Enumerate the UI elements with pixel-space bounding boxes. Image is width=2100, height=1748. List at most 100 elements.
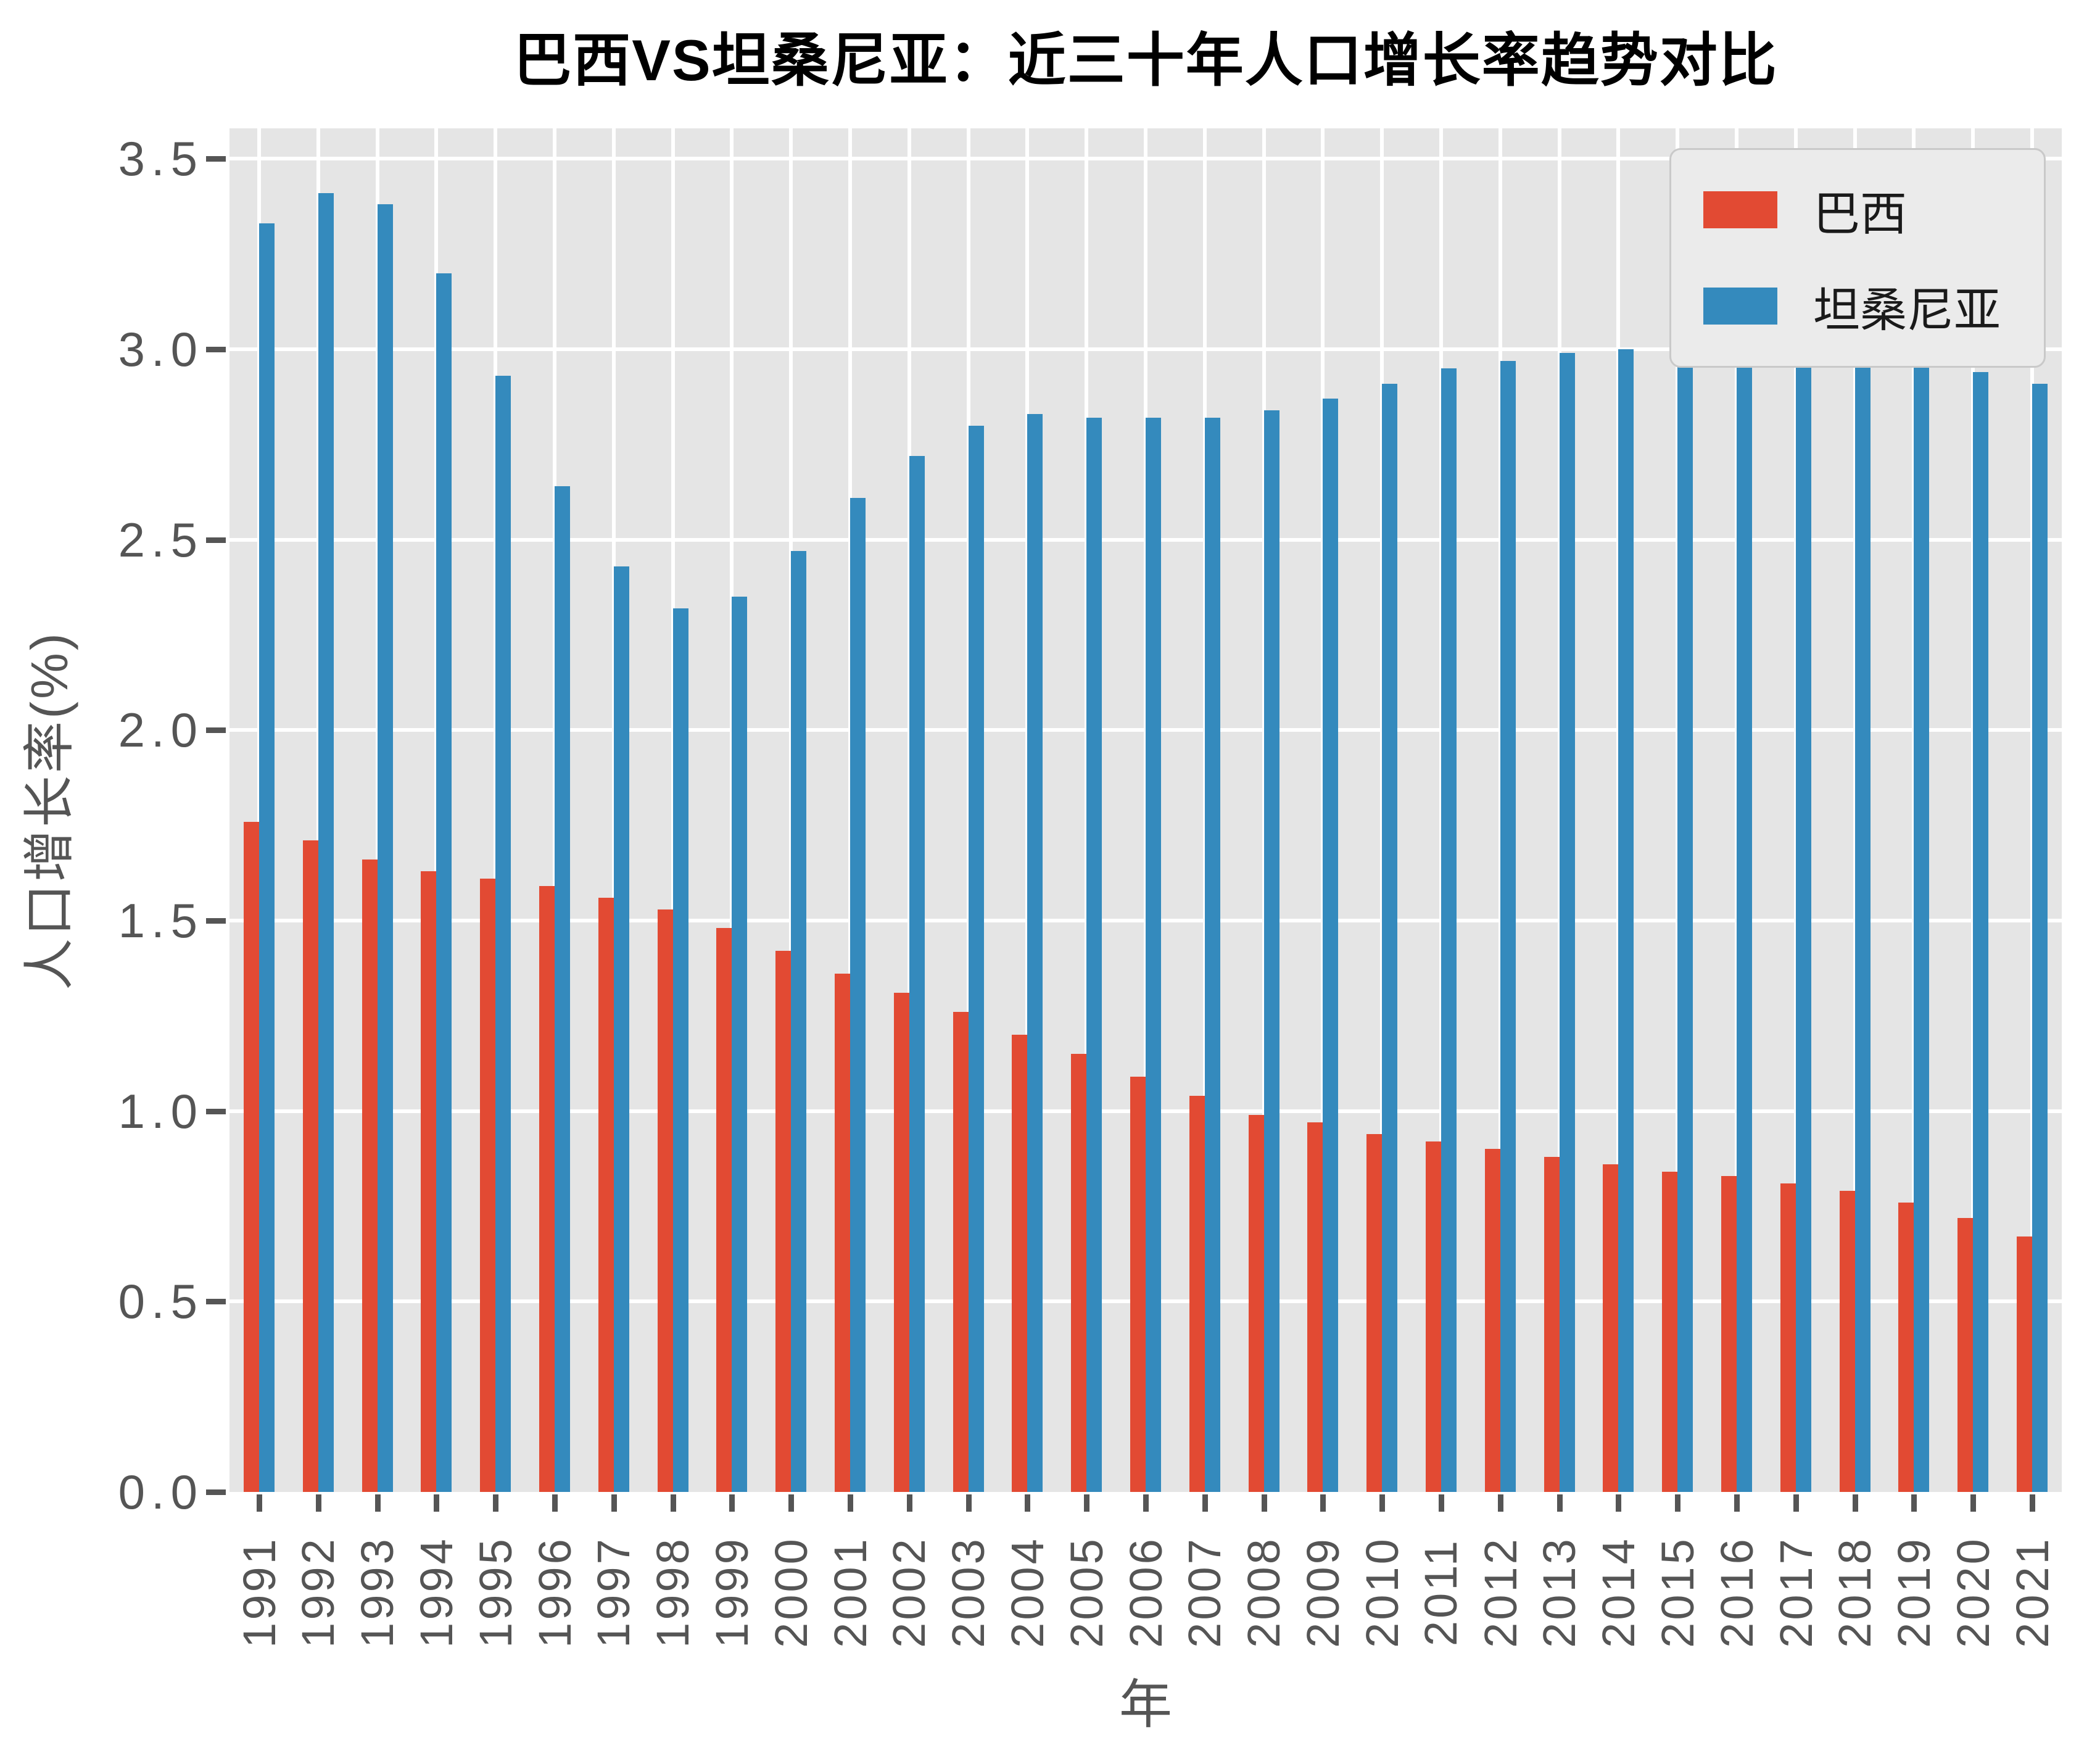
bar-brazil	[1012, 1035, 1028, 1492]
bar-tanzania	[1914, 364, 1930, 1492]
bar-brazil	[1662, 1172, 1678, 1492]
x-tick-mark	[315, 1494, 321, 1512]
bar-brazil	[1780, 1183, 1796, 1492]
y-tick-label: 1.5	[118, 893, 204, 948]
bar-tanzania	[1146, 418, 1161, 1492]
bar-brazil	[1189, 1096, 1205, 1492]
bar-brazil	[2017, 1236, 2033, 1492]
bar-tanzania	[1027, 414, 1043, 1492]
legend: 巴西 坦桑尼亚	[1669, 148, 2046, 368]
bar-brazil	[1898, 1202, 1914, 1492]
x-tick-mark	[1143, 1494, 1149, 1512]
bar-tanzania	[1677, 349, 1693, 1492]
legend-label-tanzania: 坦桑尼亚	[1813, 284, 2001, 337]
y-tick-label: 0.0	[118, 1465, 204, 1519]
bar-tanzania	[554, 486, 570, 1492]
bar-brazil	[953, 1012, 969, 1492]
bar-tanzania	[318, 193, 334, 1492]
y-tick-mark	[206, 727, 226, 734]
x-tick-mark	[2030, 1494, 2036, 1512]
bar-brazil	[1248, 1114, 1264, 1492]
x-tick-mark	[493, 1494, 499, 1512]
x-tick-mark	[1379, 1494, 1386, 1512]
x-tick-mark	[965, 1494, 972, 1512]
bar-tanzania	[1204, 418, 1220, 1492]
plot-area: 巴西 坦桑尼亚	[229, 128, 2062, 1492]
x-tick-mark	[847, 1494, 853, 1512]
x-tick-mark	[1970, 1494, 1977, 1512]
bar-tanzania	[613, 566, 629, 1492]
bar-tanzania	[2032, 383, 2048, 1492]
legend-swatch-brazil	[1703, 191, 1777, 228]
bar-brazil	[539, 886, 555, 1492]
bar-tanzania	[1500, 360, 1516, 1492]
bar-brazil	[243, 821, 259, 1492]
bar-tanzania	[1618, 349, 1634, 1492]
bar-tanzania	[1854, 357, 1871, 1492]
bar-tanzania	[1086, 418, 1102, 1492]
x-tick-mark	[611, 1494, 617, 1512]
bar-brazil	[362, 860, 378, 1492]
bar-tanzania	[1323, 399, 1339, 1492]
x-tick-mark	[1084, 1494, 1090, 1512]
y-tick-label: 1.0	[118, 1083, 204, 1138]
bar-brazil	[1484, 1149, 1500, 1492]
chart-title: 巴西VS坦桑尼亚：近三十年人口增长率趋势对比	[513, 28, 1778, 93]
x-tick-mark	[1261, 1494, 1267, 1512]
bar-brazil	[1366, 1133, 1383, 1492]
y-axis-label: 人口增长率(%)	[20, 630, 78, 990]
y-tick-mark	[206, 1489, 226, 1495]
bar-tanzania	[1382, 383, 1398, 1492]
bar-tanzania	[732, 597, 748, 1492]
bar-tanzania	[1263, 410, 1279, 1492]
x-tick-mark	[788, 1494, 795, 1512]
bar-brazil	[1307, 1122, 1323, 1492]
x-tick-mark	[552, 1494, 558, 1512]
bar-brazil	[657, 909, 673, 1492]
bar-brazil	[1839, 1191, 1855, 1492]
bar-tanzania	[1441, 368, 1457, 1492]
y-tick-mark	[206, 156, 226, 162]
bar-tanzania	[1795, 353, 1811, 1492]
y-tick-mark	[206, 537, 226, 543]
x-tick-mark	[1616, 1494, 1622, 1512]
bar-brazil	[1721, 1175, 1737, 1492]
legend-item-tanzania: 坦桑尼亚	[1703, 272, 2001, 340]
x-tick-mark	[1025, 1494, 1031, 1512]
x-tick-mark	[1793, 1494, 1799, 1512]
bar-tanzania	[850, 497, 866, 1492]
x-tick-mark	[906, 1494, 912, 1512]
y-tick-label: 0.5	[118, 1274, 204, 1329]
x-axis-label: 年	[1119, 1675, 1172, 1734]
bar-tanzania	[1973, 372, 1989, 1492]
x-tick-mark	[1202, 1494, 1208, 1512]
bar-brazil	[302, 840, 318, 1492]
x-tick-mark	[1675, 1494, 1681, 1512]
y-tick-mark	[206, 1299, 226, 1305]
bar-brazil	[716, 928, 732, 1492]
bar-brazil	[480, 879, 496, 1492]
bar-brazil	[1071, 1054, 1087, 1492]
bar-brazil	[775, 951, 792, 1492]
x-tick-mark	[434, 1494, 440, 1512]
x-tick-mark	[729, 1494, 735, 1512]
y-tick-label: 2.5	[118, 512, 204, 567]
x-tick-mark	[1556, 1494, 1563, 1512]
x-tick-label: 2021	[2006, 1536, 2058, 1648]
y-tick-label: 2.0	[118, 703, 204, 758]
x-tick-mark	[670, 1494, 676, 1512]
bar-brazil	[598, 897, 614, 1492]
legend-swatch-tanzania	[1703, 288, 1777, 325]
bar-tanzania	[968, 425, 984, 1492]
bar-tanzania	[258, 223, 275, 1492]
bar-tanzania	[1737, 349, 1753, 1492]
legend-label-brazil: 巴西	[1813, 188, 1907, 241]
x-tick-mark	[1320, 1494, 1326, 1512]
bar-brazil	[1426, 1141, 1442, 1492]
x-tick-mark	[1911, 1494, 1917, 1512]
bar-brazil	[1130, 1077, 1146, 1492]
bar-brazil	[1603, 1164, 1619, 1492]
y-tick-mark	[206, 347, 226, 353]
x-tick-mark	[1497, 1494, 1503, 1512]
